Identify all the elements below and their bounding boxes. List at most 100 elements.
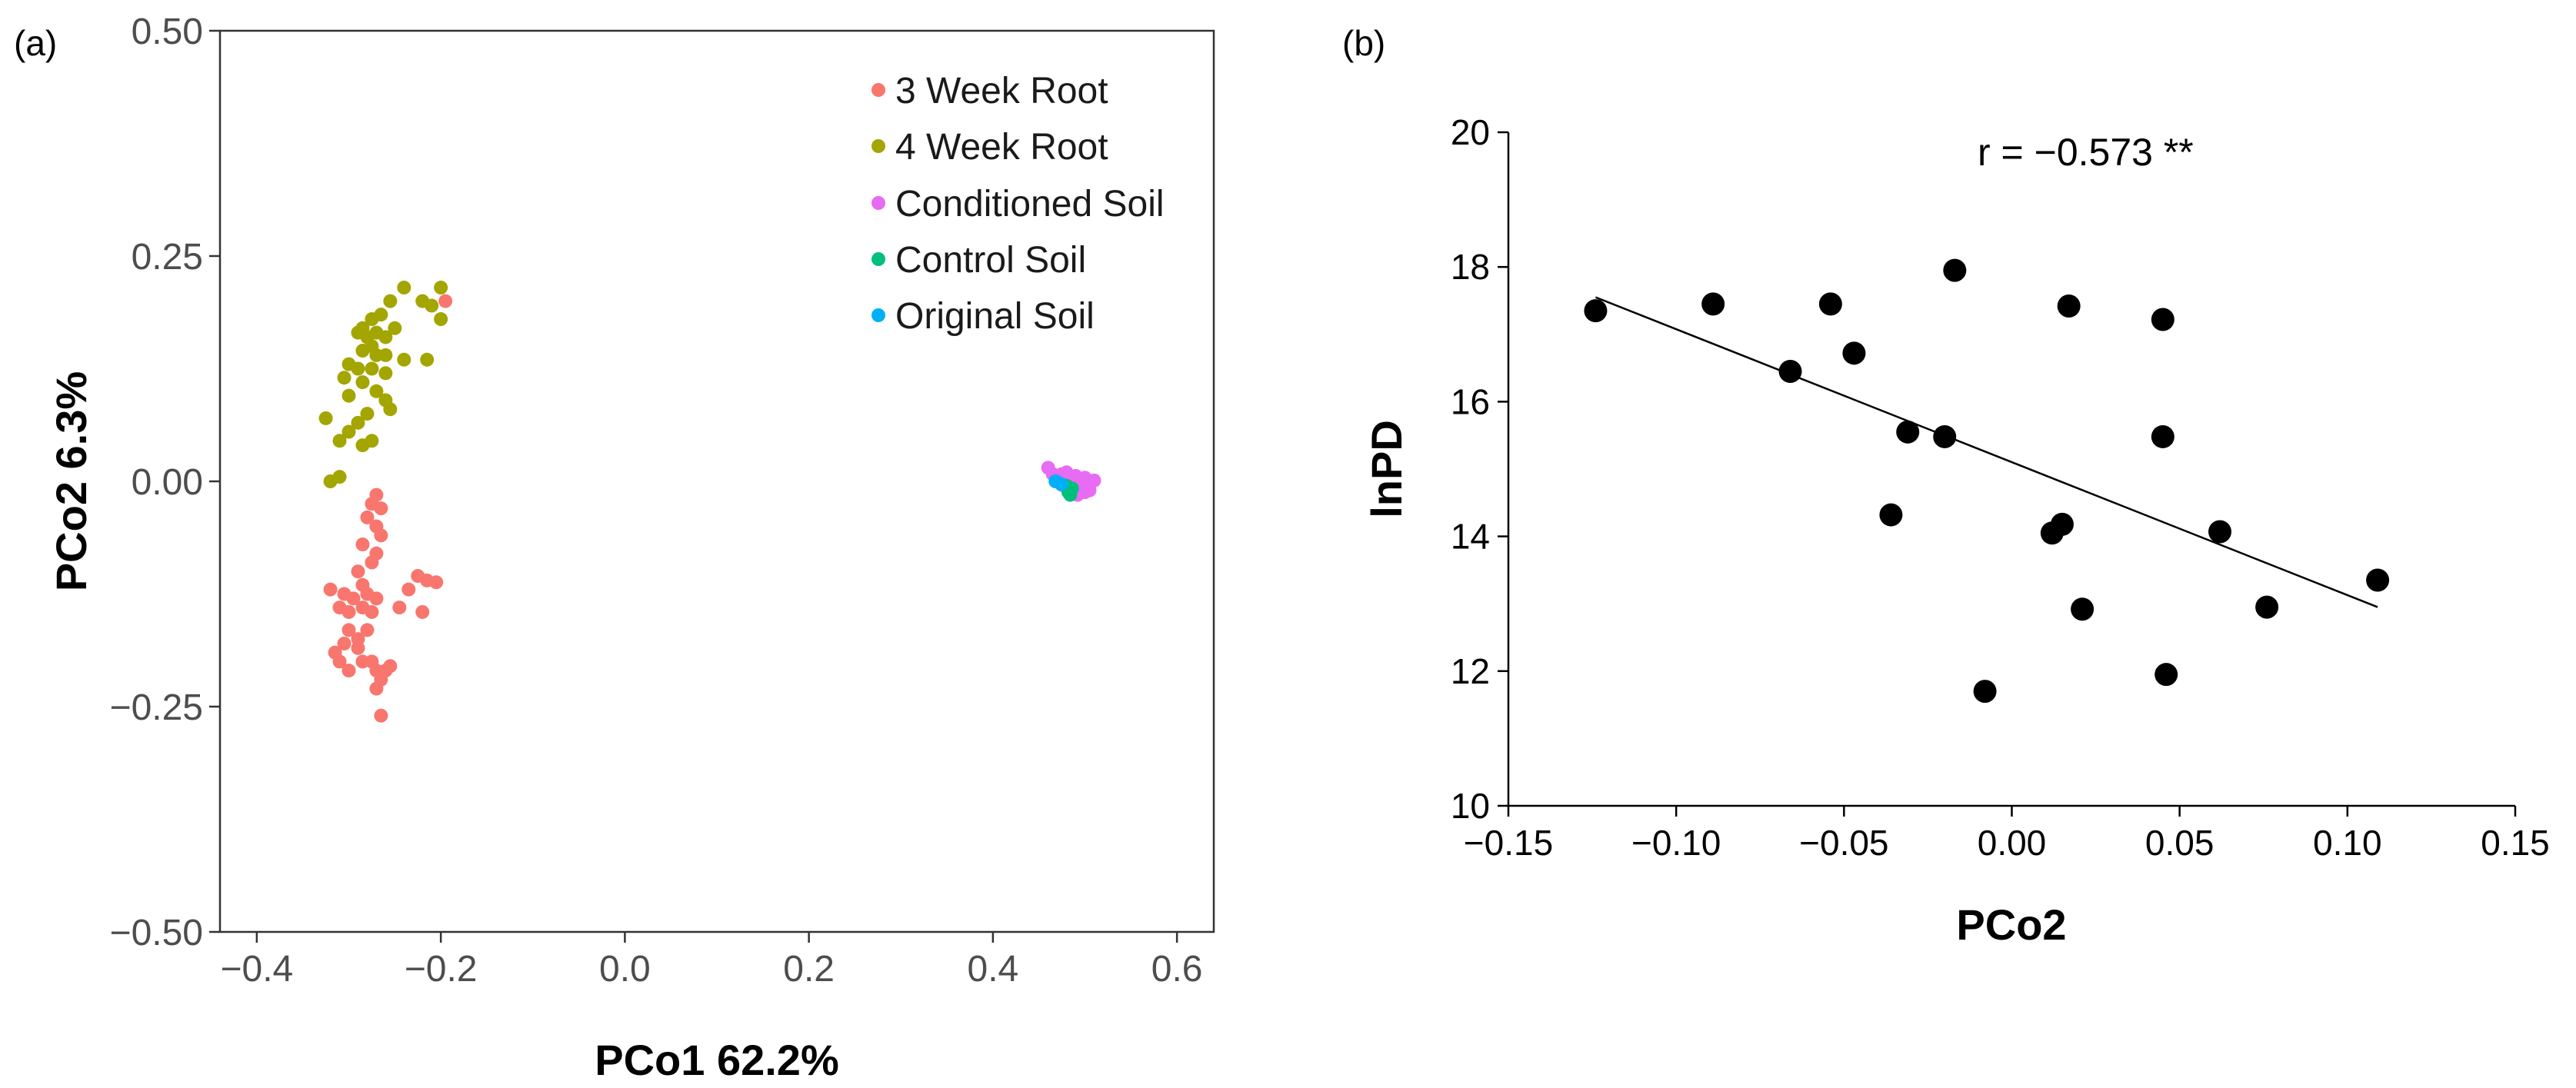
point-3-week-root (351, 564, 365, 579)
point-4-week-root (360, 407, 375, 421)
y-tick-label: 12 (1451, 651, 1490, 691)
data-point (2208, 520, 2232, 544)
x-tick-label: −0.4 (220, 949, 293, 990)
data-point (1701, 292, 1725, 316)
panel-a-label: (a) (14, 23, 57, 63)
data-point (2071, 597, 2094, 621)
panel-a: (a) 0.50 0.25 0.00 −0.25 −0.50 −0.4 −0.2 0.0 0.… (14, 12, 1215, 1084)
point-4-week-root (355, 344, 370, 358)
panel-b: (b) 10 12 14 16 18 20 −0.15 −0.10 −0.05 0.00 0.05… (1342, 23, 2550, 949)
y-tick-label: −0.50 (110, 913, 203, 953)
panel-b-x-axis-title: PCo2 (1956, 900, 2066, 949)
legend-swatch-conditioned-soil (871, 196, 885, 210)
data-point (1778, 359, 1802, 383)
point-conditioned-soil (1082, 483, 1097, 497)
legend-swatch-4-week-root (871, 139, 885, 153)
point-conditioned-soil (1059, 465, 1074, 480)
point-3-week-root (342, 664, 356, 678)
point-3-week-root (337, 636, 352, 650)
point-3-week-root (342, 623, 356, 637)
y-tick-label: 18 (1451, 247, 1490, 287)
legend-swatch-control-soil (871, 252, 885, 266)
data-point (2151, 308, 2174, 331)
point-4-week-root (434, 312, 448, 327)
x-tick-label: −0.10 (1631, 823, 1721, 863)
panel-a-x-axis-title: PCo1 62.2% (595, 1036, 839, 1084)
data-point (1943, 258, 1967, 282)
point-4-week-root (378, 366, 393, 381)
legend-label-control-soil: Control Soil (895, 240, 1086, 281)
y-tick-label: 0.50 (132, 12, 203, 52)
panel-a-points (318, 281, 1101, 723)
data-point (1933, 424, 1957, 448)
data-point (1584, 299, 1608, 323)
point-4-week-root (365, 312, 379, 327)
regression-line (1595, 296, 2378, 608)
point-4-week-root (351, 415, 365, 430)
point-control-soil (1065, 481, 1079, 496)
y-tick-label: 16 (1451, 381, 1490, 421)
x-tick-label: −0.05 (1799, 823, 1888, 863)
data-point (1879, 503, 1903, 527)
point-4-week-root (383, 294, 398, 308)
point-4-week-root (318, 411, 333, 425)
y-tick-label: 0.00 (132, 462, 203, 503)
panel-a-y-axis-title: PCo2 6.3% (47, 371, 95, 591)
y-tick-label: 20 (1451, 112, 1490, 152)
legend-label-conditioned-soil: Conditioned Soil (895, 184, 1165, 225)
x-tick-label: −0.2 (405, 949, 478, 990)
point-4-week-root (342, 388, 356, 403)
x-tick-label: 0.0 (599, 949, 651, 990)
data-point (1973, 680, 1997, 704)
point-3-week-root (378, 664, 393, 678)
point-3-week-root (360, 510, 375, 524)
point-3-week-root (392, 601, 407, 615)
point-4-week-root (355, 375, 370, 390)
y-tick-label: 14 (1451, 517, 1490, 557)
legend-label-original-soil: Original Soil (895, 296, 1095, 337)
point-3-week-root (365, 604, 379, 619)
point-3-week-root (438, 294, 453, 308)
panel-b-points (1584, 258, 2390, 704)
x-tick-label: 0.10 (2313, 823, 2382, 863)
legend-swatch-original-soil (871, 308, 885, 322)
panel-b-x-axis: −0.15 −0.10 −0.05 0.00 0.05 0.10 0.15 (1464, 806, 2550, 863)
x-tick-label: −0.15 (1464, 823, 1553, 863)
y-tick-label: −0.25 (110, 687, 203, 728)
point-3-week-root (369, 591, 384, 606)
point-3-week-root (365, 654, 379, 669)
x-tick-label: 0.00 (1978, 823, 2047, 863)
point-3-week-root (369, 681, 384, 696)
legend-label-3-week-root: 3 Week Root (895, 71, 1108, 111)
data-point (2154, 663, 2178, 687)
point-4-week-root (337, 371, 352, 385)
point-3-week-root (429, 575, 444, 590)
point-3-week-root (374, 501, 388, 516)
point-4-week-root (365, 434, 379, 448)
point-4-week-root (388, 321, 402, 335)
point-3-week-root (365, 555, 379, 570)
point-3-week-root (374, 708, 388, 723)
point-4-week-root (351, 361, 365, 376)
point-4-week-root (378, 330, 393, 344)
x-tick-label: 0.05 (2145, 823, 2214, 863)
data-point (1842, 341, 1866, 365)
panel-b-y-axis: 10 12 14 16 18 20 (1451, 112, 1508, 826)
legend-label-4-week-root: 4 Week Root (895, 127, 1108, 168)
point-4-week-root (397, 281, 412, 295)
y-tick-label: 10 (1451, 786, 1490, 826)
point-4-week-root (425, 298, 439, 313)
y-tick-label: 0.25 (132, 237, 203, 278)
point-original-soil (1054, 477, 1068, 491)
point-3-week-root (342, 604, 356, 619)
x-tick-label: 0.2 (783, 949, 835, 990)
panel-a-legend: 3 Week Root 4 Week Root Conditioned Soil… (871, 71, 1165, 337)
point-3-week-root (332, 654, 347, 669)
point-3-week-root (351, 640, 365, 655)
point-3-week-root (360, 623, 375, 637)
data-point (2050, 512, 2074, 536)
point-3-week-root (323, 582, 338, 597)
data-point (2255, 595, 2279, 619)
panel-b-label: (b) (1342, 23, 1385, 63)
